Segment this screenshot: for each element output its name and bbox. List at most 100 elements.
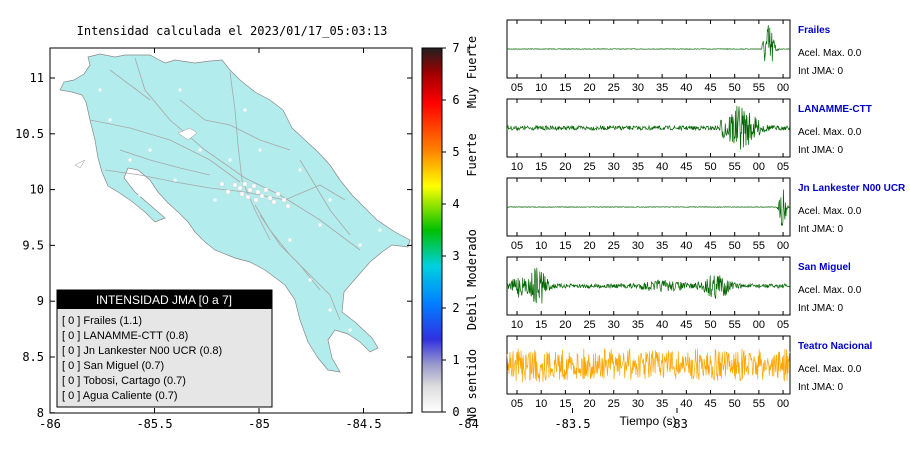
seismogram-tick-label: 05 [511,398,523,410]
seismogram-panels: 05 10 15 20 25 30 35 40 45 50 55 00 Frailes Acel. Max… [506,19,906,410]
map-axis-ticks: -86 -85.5 -85 -84.5 -84 -83.5 -831110.5109.598… [15,48,688,431]
seismogram-panel: 10 15 20 25 30 35 40 45 50 55 00 05 San Miguel Acel. … [506,256,862,331]
seismogram-tick-label: 20 [583,398,595,410]
station-int-label: Int JMA: 0 [798,224,843,235]
seismogram-tick-label: 35 [656,240,668,252]
colorbar-ticks: 7 6 5 4 3 2 1 0 [442,41,460,419]
map-xtick-label: -83.5 [554,417,590,431]
seismogram-tick-label: 30 [632,398,644,410]
seismogram-tick-label: 35 [656,82,668,94]
seismogram-tick-label: 00 [777,240,789,252]
colorbar-tick-label: 6 [452,93,459,107]
seismogram-tick-label: 55 [753,398,765,410]
colorbar-tick-label: 7 [452,41,459,55]
seismogram-tick-label: 40 [680,240,692,252]
seismogram-tick-label: 55 [729,319,741,331]
seismogram-trace [506,348,791,383]
station-accel-label: Acel. Max. 0.0 [798,127,862,138]
seismogram-tick-label: 45 [704,398,716,410]
lake-arenal [177,127,198,141]
seismogram-tick-label: 20 [559,161,571,173]
seismogram-tick-label: 15 [559,240,571,252]
station-accel-label: Acel. Max. 0.0 [798,285,862,296]
seismogram-tick-label: 10 [511,319,523,331]
map-ytick-label: 8.5 [22,350,44,364]
seismogram-tick-label: 00 [777,82,789,94]
seismogram-tick-label: 45 [680,161,692,173]
seismogram-tick-label: 30 [632,240,644,252]
seismogram-tick-label: 30 [632,82,644,94]
station-int-label: Int JMA: 0 [798,66,843,77]
seismogram-tick-label: 25 [608,240,620,252]
seismogram-panel: 05 10 15 20 25 30 35 40 45 50 55 00 Frailes Acel. Max… [506,19,862,94]
seismogram-panel: 10 15 20 25 30 35 40 45 50 55 00 05 LANAMME-CTT Acel.… [506,98,872,173]
seismogram-tick-label: 35 [656,398,668,410]
legend-station-item: [ 0 ] Jn Lankester N00 UCR (0.8) [62,345,222,357]
legend-station-item: [ 0 ] Agua Caliente (0.7) [62,390,178,402]
seismogram-tick-label: 10 [535,398,547,410]
seismogram-tick-label: 05 [777,161,789,173]
seismogram-tick-label: 40 [656,161,668,173]
seismogram-tick-label: 25 [608,398,620,410]
colorbar-category-label: Debil [465,294,479,330]
seismogram-tick-label: 55 [753,240,765,252]
seismogram-tick-label: 05 [777,319,789,331]
station-name: Jn Lankester N00 UCR [798,183,906,194]
station-accel-label: Acel. Max. 0.0 [798,206,862,217]
colorbar-tick-label: 4 [452,197,459,211]
station-name: San Miguel [798,262,851,273]
map-xtick-label: -84 [457,417,479,431]
seismogram-tick-label: 30 [608,319,620,331]
seismogram-tick-label: 35 [632,161,644,173]
seismogram-tick-label: 20 [583,82,595,94]
seismogram-tick-label: 50 [729,82,741,94]
time-axis-label: Tiempo (s) [620,414,677,428]
map-title: Intensidad calculada el 2023/01/17_05:03… [77,24,388,38]
seismogram-trace [506,189,791,227]
seismogram-tick-label: 20 [583,240,595,252]
seismogram-tick-label: 05 [511,82,523,94]
map-ytick-label: 11 [30,71,44,85]
colorbar-tick-label: 1 [452,353,459,367]
seismogram-tick-label: 45 [704,82,716,94]
map-ytick-label: 9 [37,294,44,308]
seismogram-tick-label: 55 [729,161,741,173]
map-xtick-label: -86 [39,417,61,431]
station-accel-label: Acel. Max. 0.0 [798,364,862,375]
map-ytick-label: 10.5 [15,127,44,141]
station-name: Teatro Nacional [798,341,872,352]
seismogram-tick-label: 50 [729,240,741,252]
seismogram-tick-label: 50 [704,319,716,331]
seismogram-tick-label: 25 [608,82,620,94]
colorbar-tick-label: 2 [452,301,459,315]
seismogram-tick-label: 15 [559,398,571,410]
map-xtick-label: -85 [248,417,270,431]
colorbar-tick-label: 0 [452,405,459,419]
seismogram-tick-label: 15 [559,82,571,94]
map-ytick-label: 9.5 [22,238,44,252]
seismogram-tick-label: 15 [535,161,547,173]
seismogram-tick-label: 00 [753,161,765,173]
station-legend: INTENSIDAD JMA [0 a 7] [ 0 ] Frailes (1.… [56,289,273,408]
legend-station-item: [ 0 ] Frailes (1.1) [62,315,142,327]
seismogram-trace [506,267,791,304]
colorbar-tick-label: 5 [452,145,459,159]
colorbar-category-label: Fuerte [465,133,479,176]
seismogram-tick-label: 40 [656,319,668,331]
colorbar-category-label: Muy Fuerte [465,36,479,108]
legend-title: INTENSIDAD JMA [0 a 7] [96,293,232,307]
seismogram-tick-label: 10 [511,161,523,173]
map-ytick-label: 10 [30,183,44,197]
seismogram-tick-label: 40 [680,82,692,94]
seismogram-trace [506,25,791,62]
seismogram-tick-label: 05 [511,240,523,252]
station-int-label: Int JMA: 0 [798,382,843,393]
colorbar-labels: Muy Fuerte Fuerte Moderado Debil No sentido [465,36,479,421]
map-ytick-label: 8 [37,406,44,420]
seismogram-tick-label: 00 [753,319,765,331]
colorbar-category-label: Moderado [465,229,479,287]
seismogram-tick-label: 20 [559,319,571,331]
intensity-colorbar [421,47,443,413]
station-name: Frailes [798,25,831,36]
seismogram-tick-label: 15 [535,319,547,331]
